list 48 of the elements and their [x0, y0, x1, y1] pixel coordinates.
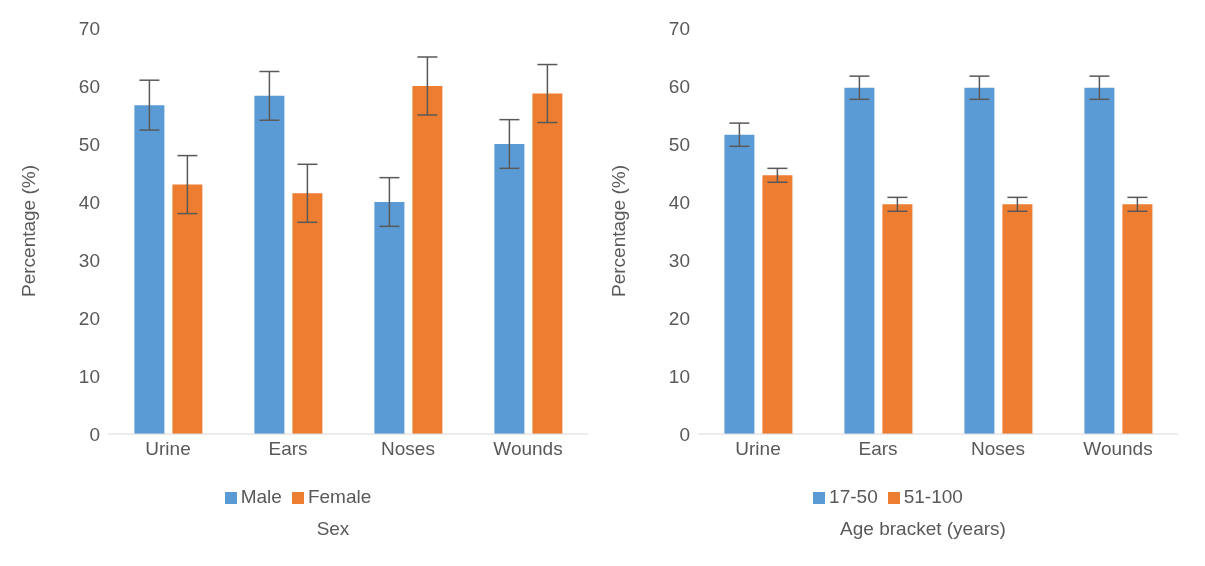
bar — [1122, 204, 1153, 434]
legend-label: Male — [240, 486, 282, 507]
y-tick-label: 30 — [78, 249, 100, 271]
y-tick-label: 0 — [679, 423, 690, 445]
x-tick-label: Wounds — [493, 438, 563, 460]
x-axis-title: Sex — [315, 518, 351, 540]
y-tick-label: 30 — [668, 249, 690, 271]
bar — [292, 193, 323, 434]
bar — [412, 86, 443, 434]
x-tick-label: Ears — [858, 438, 898, 460]
x-tick-label: Ears — [268, 438, 308, 460]
y-tick-label: 50 — [668, 133, 690, 155]
bar — [374, 202, 405, 434]
x-tick-label: Wounds — [1083, 438, 1153, 460]
bar — [172, 184, 203, 434]
bar — [532, 93, 563, 434]
bar — [1084, 87, 1115, 434]
bar — [254, 95, 285, 434]
y-tick-label: 20 — [668, 307, 690, 329]
y-axis-title: Percentage (%) — [607, 164, 629, 298]
bar — [494, 144, 525, 434]
y-tick-label: 40 — [78, 191, 100, 213]
y-tick-label: 0 — [89, 423, 100, 445]
y-tick-label: 10 — [668, 365, 690, 387]
y-tick-label: 50 — [78, 133, 100, 155]
bar — [724, 134, 755, 434]
y-tick-label: 70 — [668, 17, 690, 39]
legend-label: 51-100 — [903, 486, 963, 507]
bar — [1002, 204, 1033, 434]
x-axis-title: Age bracket (years) — [839, 518, 1007, 540]
x-tick-label: Noses — [971, 438, 1025, 460]
y-tick-label: 40 — [668, 191, 690, 213]
bar — [844, 87, 875, 434]
y-tick-label: 70 — [78, 17, 100, 39]
x-tick-label: Urine — [735, 438, 781, 460]
y-axis-title: Percentage (%) — [17, 164, 39, 298]
bar — [964, 87, 995, 434]
x-tick-label: Urine — [145, 438, 191, 460]
bar — [134, 105, 165, 434]
y-tick-label: 10 — [78, 365, 100, 387]
legend-label: 17-50 — [829, 486, 878, 507]
bar — [762, 175, 793, 434]
y-tick-label: 60 — [78, 75, 100, 97]
y-tick-label: 20 — [78, 307, 100, 329]
bar — [882, 204, 913, 434]
x-tick-label: Noses — [381, 438, 435, 460]
legend-label: Female — [307, 486, 372, 507]
y-tick-label: 60 — [668, 75, 690, 97]
